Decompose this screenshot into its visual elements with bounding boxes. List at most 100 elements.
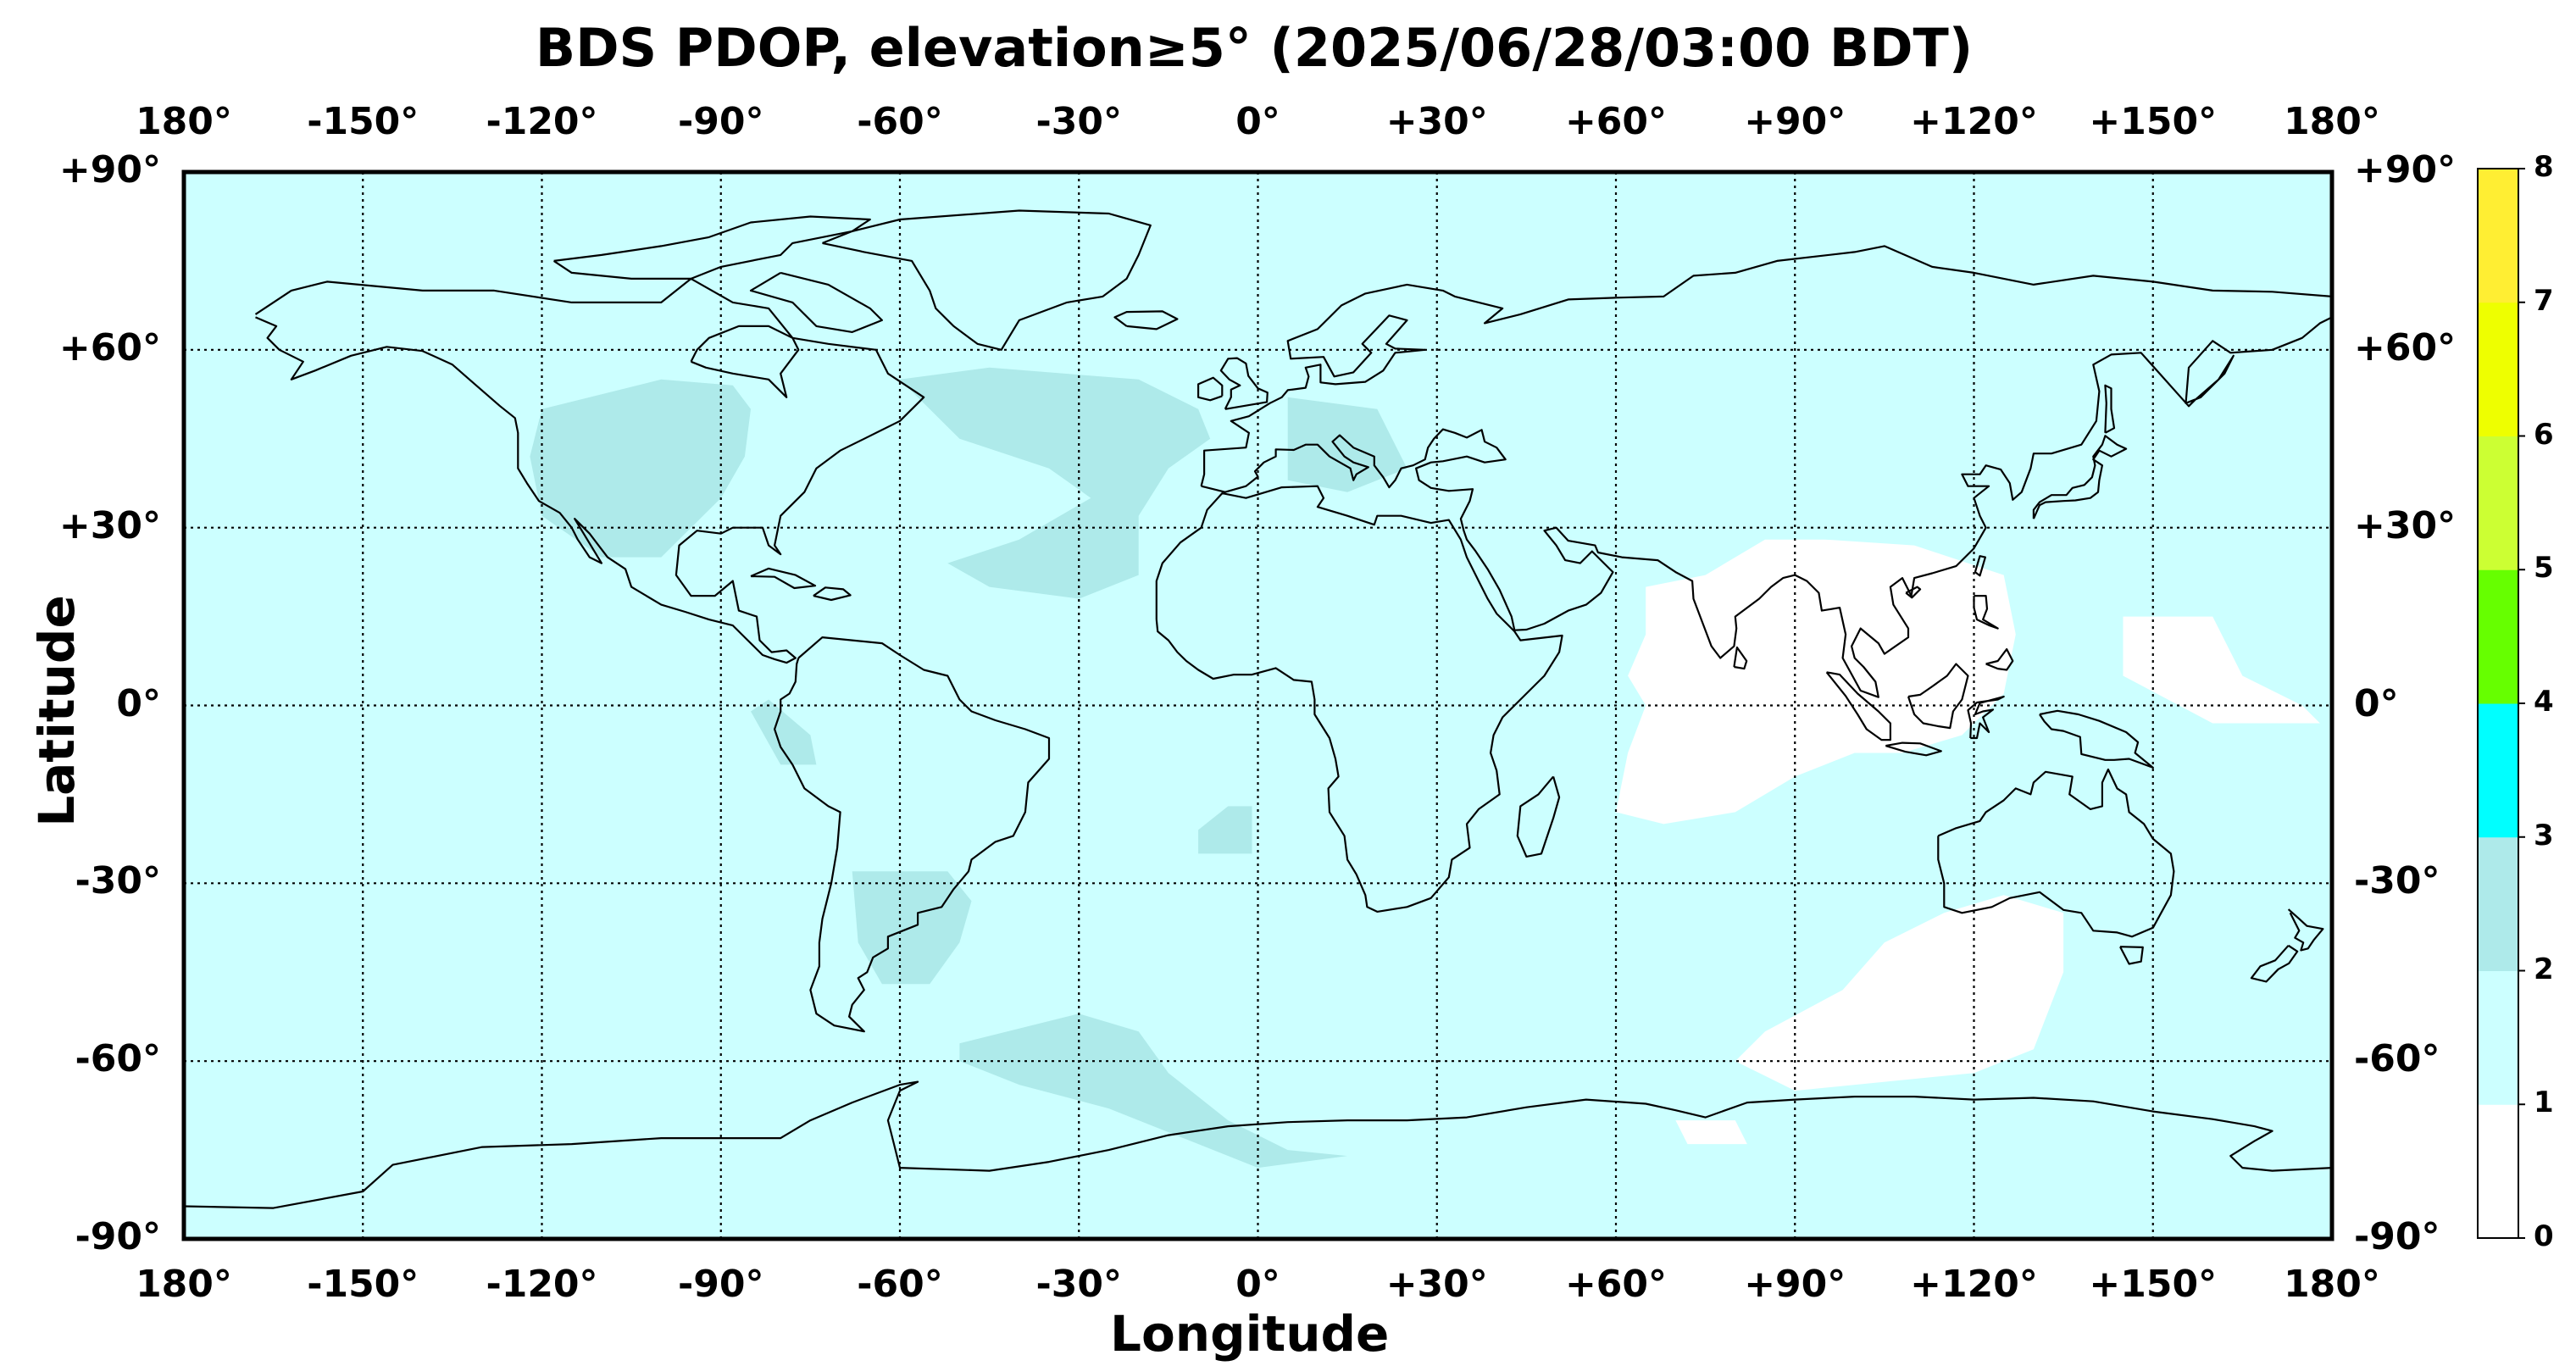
coastline-sulawesi — [1967, 695, 2005, 740]
colorbar-tick-label: 8 — [2534, 150, 2554, 184]
pdop-region-southern-indian-ocean — [1735, 895, 2064, 1091]
coastline-new-guinea — [2039, 709, 2154, 769]
coastline-taiwan — [1974, 555, 1986, 577]
y-axis-title: Latitude — [27, 595, 86, 827]
pdop-region-south-atlantic — [1198, 806, 1252, 854]
coastline-canada-islands — [552, 215, 871, 280]
colorbar-tick-label: 3 — [2534, 818, 2554, 852]
pdop-region-north-america — [530, 379, 751, 558]
lon-tick-label-bottom: -90° — [678, 1263, 764, 1306]
coastline-philippines — [1973, 595, 1999, 630]
coastline-hispaniola — [813, 586, 852, 602]
colorbar-segment — [2478, 302, 2518, 436]
coastline-antarctica — [183, 1080, 2333, 1209]
map-title: BDS PDOP, elevation≥5° (2025/06/28/03:00… — [535, 17, 1974, 79]
pdop-region-western-pacific — [2123, 616, 2320, 724]
lat-tick-label-right: +60° — [2354, 325, 2457, 369]
lon-tick-label-bottom: 0° — [1235, 1263, 1280, 1306]
pdop-region-indian-ocean-east-asia — [1616, 539, 2016, 825]
lat-tick-label-left: -60° — [75, 1037, 162, 1081]
lon-tick-label-bottom: +150° — [2089, 1263, 2218, 1306]
lon-tick-label-bottom: +120° — [1910, 1263, 2038, 1306]
lon-tick-label-top: 180° — [2284, 100, 2380, 143]
coastline-eurasia — [1200, 245, 2333, 486]
lat-tick-label-right: -60° — [2354, 1037, 2440, 1081]
lon-tick-label-top: -150° — [307, 100, 419, 143]
lat-tick-label-right: -90° — [2354, 1215, 2440, 1258]
coastline-hudson-bay — [690, 325, 800, 398]
coastline-ireland — [1197, 376, 1224, 402]
map-canvas — [181, 169, 2334, 1241]
lat-tick-label-right: +30° — [2354, 503, 2457, 547]
coastline-cuba — [750, 567, 817, 590]
colorbar-segment — [2478, 569, 2518, 704]
colorbar-tick-label: 4 — [2534, 685, 2554, 719]
lon-tick-label-top: -30° — [1035, 100, 1123, 143]
lon-tick-label-bottom: -30° — [1035, 1263, 1123, 1306]
colorbar — [2477, 168, 2525, 1239]
pdop-region-southern-ocean — [959, 1013, 1348, 1169]
lat-tick-label-right: 0° — [2354, 681, 2399, 725]
coastline-greenland — [822, 209, 1152, 351]
coastline-sri-lanka — [1733, 646, 1748, 670]
coastline-africa — [1155, 485, 1563, 913]
colorbar-segment — [2478, 169, 2518, 303]
coastline-uk — [1219, 357, 1269, 410]
coastline-new-zealand-s — [2250, 944, 2299, 983]
coastline-sakhalin — [2104, 384, 2116, 434]
coastline-baffin — [749, 271, 883, 333]
lon-tick-label-bottom: -60° — [857, 1263, 943, 1306]
lat-tick-label-left: +30° — [58, 503, 161, 547]
coastline-new-zealand-n — [2287, 908, 2324, 952]
lon-tick-label-top: -120° — [486, 100, 598, 143]
lat-tick-label-left: 0° — [116, 681, 161, 725]
colorbar-tick-label: 2 — [2534, 952, 2554, 986]
colorbar-tick-label: 1 — [2534, 1086, 2554, 1120]
coastline-mindanao — [1985, 648, 2014, 671]
lon-tick-label-bottom: -150° — [307, 1263, 419, 1306]
lat-tick-label-left: -30° — [75, 859, 162, 903]
coastline-borneo — [1907, 663, 1969, 730]
coastline-madagascar — [1516, 775, 1561, 858]
coastline-japan — [2032, 435, 2128, 519]
pdop-region-antarctic-coast — [1675, 1120, 1747, 1145]
lon-tick-label-top: +90° — [1744, 100, 1846, 143]
pdop-region-northern-south-america — [751, 699, 817, 765]
lat-tick-label-left: +90° — [58, 148, 161, 192]
lon-tick-label-bottom: 180° — [136, 1263, 232, 1306]
lon-tick-label-top: 180° — [136, 100, 232, 143]
coastline-sumatra — [1825, 671, 1891, 741]
lon-tick-label-top: +30° — [1385, 100, 1488, 143]
coastline-hainan — [1905, 586, 1922, 599]
x-axis-title: Longitude — [1110, 1305, 1390, 1363]
lon-tick-label-bottom: +90° — [1744, 1263, 1846, 1306]
coastline-north-america — [254, 277, 925, 664]
lon-tick-label-bottom: +60° — [1564, 1263, 1668, 1306]
colorbar-tick-label: 5 — [2534, 551, 2554, 586]
lat-tick-label-left: +60° — [58, 325, 161, 369]
lon-tick-label-top: 0° — [1235, 100, 1280, 143]
map-frame — [181, 169, 2334, 1241]
coastline-eurasia-east — [1201, 316, 2333, 698]
lon-tick-label-bottom: -120° — [486, 1263, 598, 1306]
coastline-australia — [1937, 768, 2175, 938]
lon-tick-label-top: -60° — [857, 100, 943, 143]
pdop-region-north-atlantic — [900, 367, 1211, 599]
colorbar-tick-label: 6 — [2534, 417, 2554, 452]
colorbar-tick-label: 7 — [2534, 283, 2554, 318]
colorbar-segment — [2478, 1104, 2518, 1239]
colorbar-segment — [2478, 436, 2518, 570]
lon-tick-label-top: +60° — [1564, 100, 1668, 143]
coastline-iceland — [1113, 310, 1179, 330]
lon-tick-label-bottom: 180° — [2284, 1263, 2380, 1306]
coastline-south-america — [774, 636, 1051, 1033]
colorbar-segment — [2478, 703, 2518, 838]
coastline-tasmania — [2119, 946, 2144, 965]
lon-tick-label-bottom: +30° — [1385, 1263, 1488, 1306]
colorbar-tick-label: 0 — [2534, 1219, 2554, 1253]
lat-tick-label-right: -30° — [2354, 859, 2440, 903]
colorbar-segment — [2478, 836, 2518, 971]
lat-tick-label-right: +90° — [2354, 148, 2457, 192]
coastline-java — [1885, 741, 1942, 757]
